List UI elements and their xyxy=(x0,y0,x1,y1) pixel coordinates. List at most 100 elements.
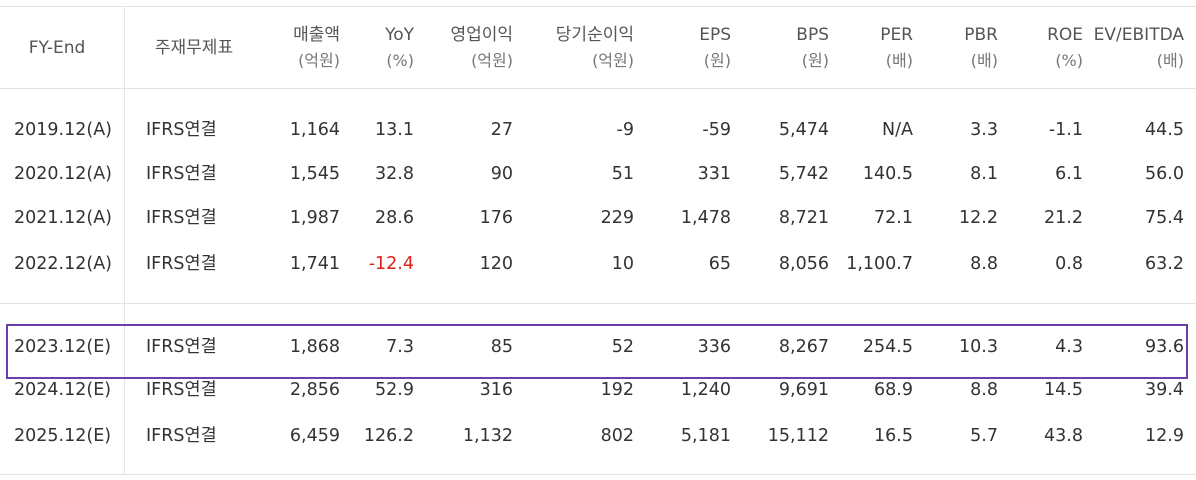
value-cell: -1.1 xyxy=(1048,120,1083,140)
header-unit: (%) xyxy=(1055,51,1083,70)
fy-cell: 2019.12(A) xyxy=(14,120,112,140)
header-unit: (억원) xyxy=(471,51,513,70)
value-cell: 7.3 xyxy=(386,337,414,357)
header-bottom-border xyxy=(0,88,1196,89)
value-cell: N/A xyxy=(882,120,913,140)
header-label: ROE xyxy=(1047,25,1083,45)
basis-cell: IFRS연결 xyxy=(146,164,217,184)
header-unit: (배) xyxy=(885,51,913,70)
value-cell: 5,181 xyxy=(680,426,731,446)
header-label: 당기순이익 xyxy=(555,25,634,45)
value-cell: 12.9 xyxy=(1145,426,1184,446)
value-cell: 192 xyxy=(600,380,634,400)
value-cell: 65 xyxy=(708,254,731,274)
header-label: EV/EBITDA xyxy=(1093,25,1184,45)
value-cell: 1,164 xyxy=(289,120,340,140)
basis-cell: IFRS연결 xyxy=(146,426,217,446)
header-per: PER (배) xyxy=(813,20,913,76)
value-cell: 1,132 xyxy=(462,426,513,446)
value-cell: 120 xyxy=(479,254,513,274)
value-cell: 5,742 xyxy=(778,164,829,184)
value-cell: 140.5 xyxy=(862,164,913,184)
value-cell: -9 xyxy=(616,120,634,140)
value-cell: 3.3 xyxy=(970,120,998,140)
header-unit: (억원) xyxy=(592,51,634,70)
header-revenue: 매출액 (억원) xyxy=(240,20,340,76)
header-basis: 주재무제표 xyxy=(124,20,264,76)
negative-value-cell: -12.4 xyxy=(368,254,414,274)
fy-cell: 2024.12(E) xyxy=(14,380,112,400)
value-cell: 0.8 xyxy=(1055,254,1083,274)
value-cell: 336 xyxy=(697,337,731,357)
value-cell: 802 xyxy=(600,426,634,446)
table-row: 2024.12(E) IFRS연결 2,856 52.9 316 192 1,2… xyxy=(0,368,1196,412)
value-cell: 72.1 xyxy=(874,208,913,228)
table-row: 2022.12(A) IFRS연결 1,741 -12.4 120 10 65 … xyxy=(0,242,1196,286)
header-bps: BPS (원) xyxy=(729,20,829,76)
table-bottom-border xyxy=(0,474,1196,475)
header-label: EPS xyxy=(699,25,731,45)
table-row: 2025.12(E) IFRS연결 6,459 126.2 1,132 802 … xyxy=(0,414,1196,458)
basis-cell: IFRS연결 xyxy=(146,380,217,400)
value-cell: 13.1 xyxy=(375,120,414,140)
fy-cell: 2022.12(A) xyxy=(14,254,112,274)
value-cell: -59 xyxy=(702,120,731,140)
value-cell: 21.2 xyxy=(1044,208,1083,228)
header-label: BPS xyxy=(796,25,829,45)
header-label: 매출액 xyxy=(293,25,340,45)
value-cell: 90 xyxy=(490,164,513,184)
value-cell: 68.9 xyxy=(874,380,913,400)
value-cell: 8.8 xyxy=(970,254,998,274)
table-row: 2023.12(E) IFRS연결 1,868 7.3 85 52 336 8,… xyxy=(0,325,1196,369)
value-cell: 1,100.7 xyxy=(846,254,913,274)
value-cell: 1,987 xyxy=(289,208,340,228)
value-cell: 28.6 xyxy=(375,208,414,228)
value-cell: 6,459 xyxy=(289,426,340,446)
table-row: 2019.12(A) IFRS연결 1,164 13.1 27 -9 -59 5… xyxy=(0,108,1196,152)
value-cell: 1,545 xyxy=(289,164,340,184)
header-basis-label: 주재무제표 xyxy=(154,38,234,58)
value-cell: 52.9 xyxy=(375,380,414,400)
table-row: 2021.12(A) IFRS연결 1,987 28.6 176 229 1,4… xyxy=(0,196,1196,240)
value-cell: 6.1 xyxy=(1055,164,1083,184)
header-pbr: PBR (배) xyxy=(898,20,998,76)
value-cell: 2,856 xyxy=(289,380,340,400)
header-net-income: 당기순이익 (억원) xyxy=(514,20,634,76)
column-divider xyxy=(124,6,125,474)
value-cell: 52 xyxy=(611,337,634,357)
header-operating-income: 영업이익 (억원) xyxy=(413,20,513,76)
value-cell: 93.6 xyxy=(1145,337,1184,357)
fy-cell: 2020.12(A) xyxy=(14,164,112,184)
value-cell: 75.4 xyxy=(1145,208,1184,228)
value-cell: 44.5 xyxy=(1145,120,1184,140)
header-label: PER xyxy=(880,25,913,45)
value-cell: 12.2 xyxy=(959,208,998,228)
value-cell: 15,112 xyxy=(767,426,829,446)
value-cell: 39.4 xyxy=(1145,380,1184,400)
estimate-highlight-box xyxy=(6,324,1188,379)
value-cell: 14.5 xyxy=(1044,380,1083,400)
value-cell: 8,267 xyxy=(778,337,829,357)
header-label: PBR xyxy=(964,25,998,45)
value-cell: 126.2 xyxy=(363,426,414,446)
header-unit: (억원) xyxy=(298,51,340,70)
value-cell: 316 xyxy=(479,380,513,400)
value-cell: 254.5 xyxy=(862,337,913,357)
header-label: 영업이익 xyxy=(450,25,513,45)
header-fy-end-label: FY-End xyxy=(28,38,86,58)
basis-cell: IFRS연결 xyxy=(146,120,217,140)
table-top-border xyxy=(0,6,1196,7)
value-cell: 8.1 xyxy=(970,164,998,184)
fy-cell: 2025.12(E) xyxy=(14,426,112,446)
fy-cell: 2023.12(E) xyxy=(14,337,112,357)
value-cell: 27 xyxy=(490,120,513,140)
value-cell: 51 xyxy=(611,164,634,184)
basis-cell: IFRS연결 xyxy=(146,337,217,357)
value-cell: 176 xyxy=(479,208,513,228)
value-cell: 1,868 xyxy=(289,337,340,357)
header-ev-ebitda: EV/EBITDA (배) xyxy=(1070,20,1184,76)
value-cell: 4.3 xyxy=(1055,337,1083,357)
header-unit: (배) xyxy=(1156,51,1184,70)
actual-section-border xyxy=(0,303,1196,304)
